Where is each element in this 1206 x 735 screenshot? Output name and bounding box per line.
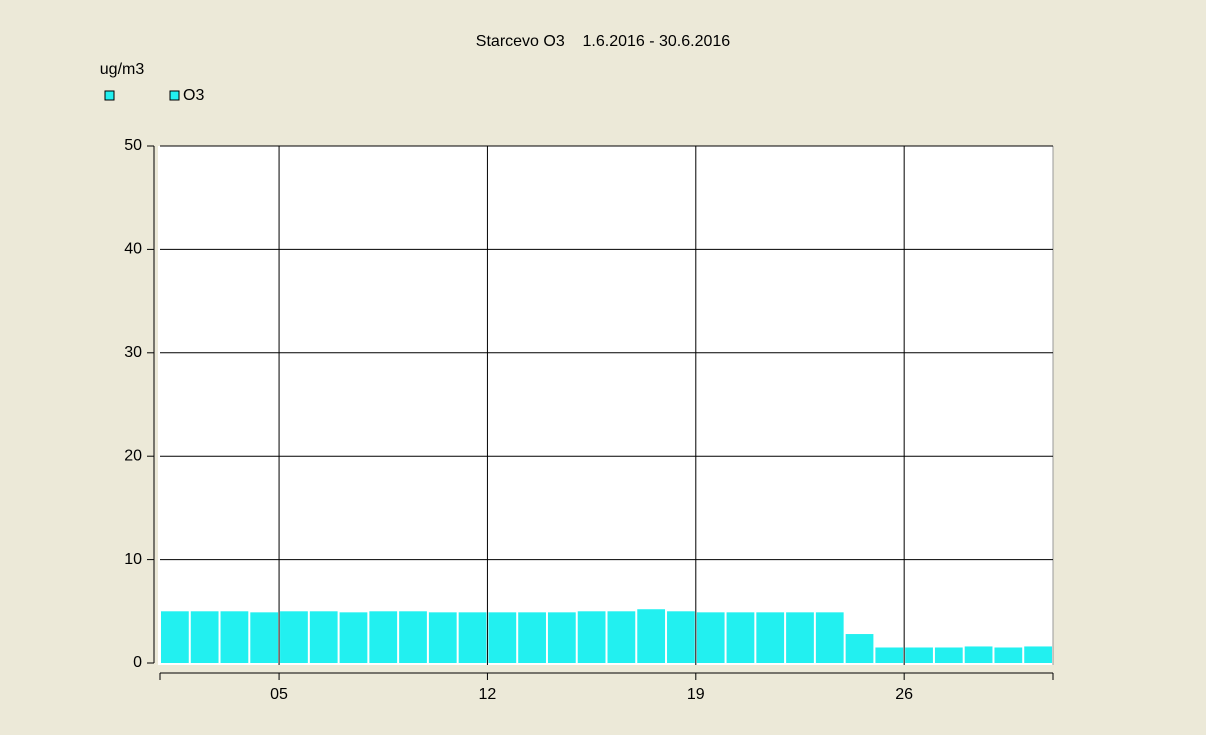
- y-tick-label: 30: [124, 344, 142, 361]
- legend-swatch: [169, 90, 180, 101]
- y-tick-label: 50: [124, 137, 142, 154]
- bar: [845, 634, 874, 663]
- bar: [1024, 646, 1052, 663]
- y-tick-label: 40: [124, 241, 142, 258]
- bar: [161, 611, 189, 663]
- bar: [220, 611, 249, 663]
- bar: [309, 611, 338, 663]
- bar: [458, 612, 487, 663]
- y-axis-label: ug/m3: [100, 61, 145, 78]
- bar: [488, 612, 517, 663]
- y-tick-label: 0: [133, 654, 142, 671]
- x-tick-label: 19: [687, 686, 705, 703]
- bar: [190, 611, 219, 663]
- bar: [577, 611, 606, 663]
- x-tick-label: 12: [479, 686, 497, 703]
- x-tick-label: 26: [895, 686, 913, 703]
- bar: [399, 611, 427, 663]
- plot-area: [158, 146, 1053, 665]
- bar: [339, 612, 368, 663]
- bar: [696, 612, 725, 663]
- bar: [994, 647, 1023, 663]
- bar: [667, 611, 695, 663]
- y-tick-label: 10: [124, 551, 142, 568]
- legend-label: O3: [183, 87, 204, 104]
- bar: [428, 612, 457, 663]
- bar: [518, 612, 546, 663]
- bar: [547, 612, 576, 663]
- bar: [756, 612, 785, 663]
- bar: [964, 646, 993, 663]
- bar: [726, 612, 755, 663]
- legend-swatch: [104, 90, 115, 101]
- bar: [250, 612, 279, 663]
- chart-title: Starcevo O3 1.6.2016 - 30.6.2016: [476, 33, 730, 50]
- bar: [815, 612, 844, 663]
- bar: [875, 647, 904, 663]
- bar: [369, 611, 398, 663]
- x-tick-label: 05: [270, 686, 288, 703]
- bar: [280, 611, 308, 663]
- bar: [607, 611, 636, 663]
- y-tick-label: 20: [124, 447, 142, 464]
- bar: [637, 609, 666, 663]
- bar: [786, 612, 814, 663]
- bar: [905, 647, 933, 663]
- bar: [934, 647, 963, 663]
